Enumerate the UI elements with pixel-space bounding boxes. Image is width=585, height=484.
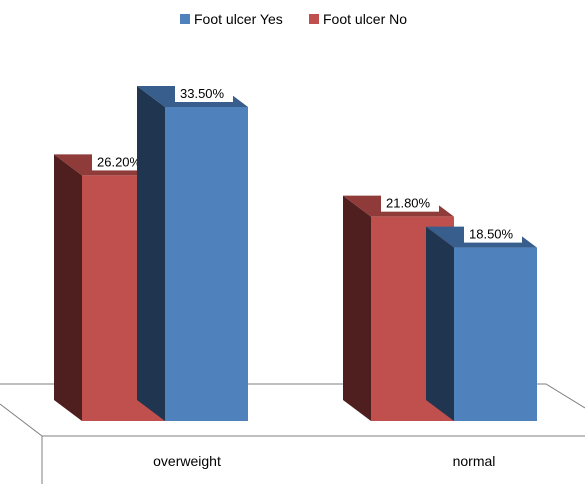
category-labels: overweight normal	[153, 453, 495, 469]
bar-side	[54, 154, 82, 421]
legend-swatch-no	[309, 14, 319, 24]
bar-side	[137, 86, 165, 421]
legend-swatch-yes	[180, 14, 190, 24]
data-label: 26.20%	[97, 154, 142, 169]
data-label-bg	[381, 193, 439, 212]
data-label-bg	[92, 152, 150, 171]
data-label: 33.50%	[180, 86, 225, 101]
category-label-overweight: overweight	[153, 453, 221, 469]
data-label: 18.50%	[469, 227, 514, 242]
data-label-bg	[464, 224, 522, 243]
bar-side	[343, 195, 371, 421]
bar-front	[165, 107, 248, 421]
data-label-bg	[175, 84, 233, 103]
legend-label-yes: Foot ulcer Yes	[194, 11, 283, 27]
data-label: 21.80%	[386, 196, 431, 211]
bar-side	[426, 226, 454, 421]
category-label-normal: normal	[453, 453, 496, 469]
bar-front	[454, 247, 537, 421]
bars: 26.20% 33.50% 21.80% 18.50%	[54, 84, 537, 421]
legend-label-no: Foot ulcer No	[323, 11, 407, 27]
bar-overweight-yes: 33.50%	[137, 84, 248, 421]
legend: Foot ulcer Yes Foot ulcer No	[180, 11, 407, 27]
bar-normal-yes: 18.50%	[426, 224, 537, 421]
